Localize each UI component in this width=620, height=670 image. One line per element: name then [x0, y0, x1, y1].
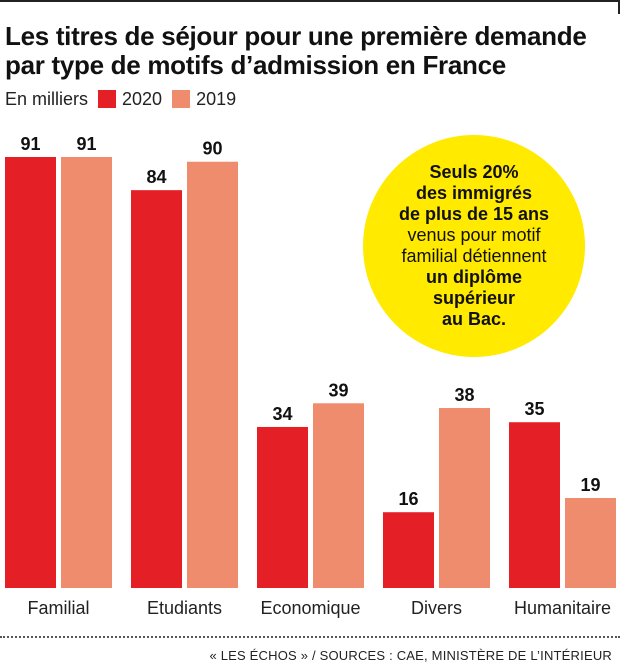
- bar-humanitaire-2020: [509, 422, 560, 588]
- value-label-economique-2020: 34: [272, 404, 292, 424]
- callout-line-8: au Bac.: [441, 309, 507, 329]
- bar-etudiants-2019: [187, 161, 238, 588]
- category-label-economique: Economique: [260, 598, 360, 618]
- callout-line-3: de plus de 15 ans: [398, 204, 550, 224]
- value-label-etudiants-2019: 90: [202, 139, 222, 159]
- callout-line-4: venus pour motif: [407, 225, 541, 245]
- callout-line-5: familial détiennent: [401, 246, 547, 266]
- category-label-etudiants: Etudiants: [147, 598, 222, 618]
- bar-divers-2020: [383, 512, 434, 588]
- category-label-familial: Familial: [27, 598, 89, 618]
- bar-chart: 91 91 Familial 84 90 Etudiants 34 39 Economique 1…: [5, 134, 616, 618]
- chart-title-line-2: par type de motifs d’admission en France: [5, 50, 506, 80]
- callout-line-1: Seuls 20%: [429, 162, 519, 182]
- value-label-familial-2020: 91: [20, 134, 40, 154]
- category-label-humanitaire: Humanitaire: [514, 598, 611, 618]
- callout-bubble: Seuls 20% des immigrés de plus de 15 ans…: [363, 135, 585, 357]
- value-label-etudiants-2020: 84: [146, 167, 166, 187]
- callout-line-6: un diplôme: [426, 267, 522, 287]
- value-label-divers-2020: 16: [398, 489, 418, 509]
- legend-label-2019: 2019: [196, 88, 237, 109]
- value-label-economique-2019: 39: [328, 380, 348, 400]
- bar-divers-2019: [439, 408, 490, 588]
- legend-label-2020: 2020: [122, 88, 163, 109]
- callout-line-7: supérieur: [432, 288, 516, 308]
- bar-familial-2019: [61, 157, 112, 588]
- bar-humanitaire-2019: [565, 498, 616, 588]
- bar-economique-2019: [313, 403, 364, 588]
- category-label-divers: Divers: [411, 598, 462, 618]
- legend: En milliers 2020 2019: [5, 88, 246, 110]
- legend-swatch-2019: [172, 90, 191, 108]
- callout-line-2: des immigrés: [415, 183, 533, 203]
- value-label-humanitaire-2020: 35: [524, 399, 544, 419]
- source-credit: « LES ÉCHOS » / SOURCES : CAE, MINISTÈRE…: [209, 648, 612, 663]
- legend-swatch-2020: [98, 90, 117, 108]
- value-label-familial-2019: 91: [76, 134, 96, 154]
- bar-familial-2020: [5, 157, 56, 588]
- bar-etudiants-2020: [131, 190, 182, 588]
- unit-label: En milliers: [5, 88, 89, 109]
- chart-title-line-1: Les titres de séjour pour une première d…: [5, 21, 587, 51]
- chart-title: Les titres de séjour pour une première d…: [5, 22, 615, 80]
- bottom-rule: [0, 636, 620, 638]
- value-label-divers-2019: 38: [454, 385, 474, 405]
- value-label-humanitaire-2019: 19: [580, 475, 600, 495]
- bar-economique-2020: [257, 426, 308, 588]
- top-rule: [0, 0, 620, 14]
